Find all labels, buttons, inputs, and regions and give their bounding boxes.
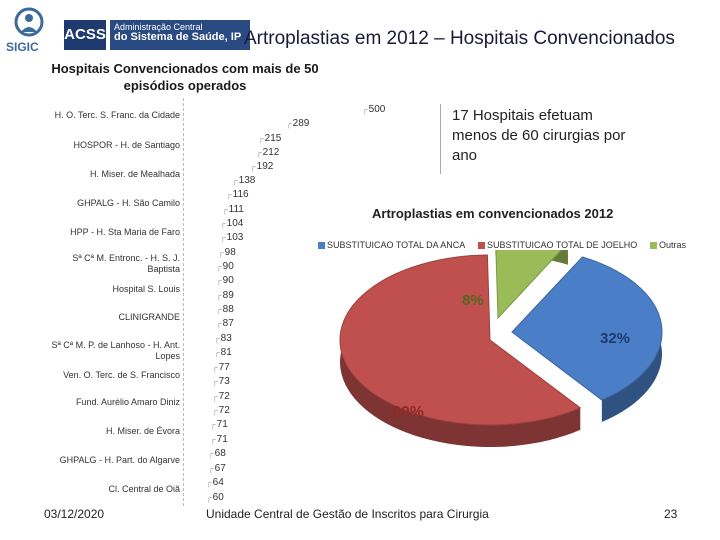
value-label: 90 xyxy=(216,275,234,286)
value-label: 72 xyxy=(212,405,230,416)
legend-swatch xyxy=(478,242,485,250)
hospital-label: H. O. Terc. S. Franc. da Cidade xyxy=(54,110,180,120)
footer-date: 03/12/2020 xyxy=(44,507,105,521)
value-label: 72 xyxy=(212,391,230,402)
value-label: 81 xyxy=(214,347,232,358)
acss-org-name: Administração Central do Sistema de Saúd… xyxy=(110,20,250,50)
hospital-label: Sª Cª M. Entronc. - H. S. J. Baptista xyxy=(72,253,180,274)
value-label: 289 xyxy=(286,118,310,129)
legend-label: SUBSTITUICAO TOTAL DE JOELHO xyxy=(487,240,638,250)
value-label: 116 xyxy=(226,189,249,200)
pie-slice-joelho xyxy=(339,254,582,426)
sigic-logo-icon xyxy=(14,7,44,37)
legend-item-anca: SUBSTITUICAO TOTAL DA ANCA xyxy=(318,240,465,250)
sigic-logo-text: SIGIC xyxy=(6,40,39,54)
hospital-label: GHPALG - H. Part. do Algarve xyxy=(59,455,180,465)
legend-label: Outras xyxy=(659,240,687,250)
hospital-label: Hospital S. Louis xyxy=(112,284,180,294)
hospital-label: Fund. Aurélio Amaro Diniz xyxy=(75,397,180,407)
hospital-label: GHPALG - H. São Camilo xyxy=(77,198,180,208)
value-label: 212 xyxy=(256,147,280,158)
axis-line xyxy=(183,98,184,506)
value-label: 64 xyxy=(206,477,224,488)
header: SIGIC ACSS Administração Central do Sist… xyxy=(0,0,720,62)
value-label: 138 xyxy=(232,175,256,186)
page-title: Artroplastias em 2012 – Hospitais Conven… xyxy=(244,28,675,49)
value-label: 71 xyxy=(210,419,228,430)
chart-title: Artroplastias em convencionados 2012 xyxy=(372,206,614,221)
hospital-label: Sª Cª M. P. de Lanhoso - H. Ant. Lopes xyxy=(51,340,180,361)
pie-slice-outras xyxy=(495,250,562,320)
legend-swatch xyxy=(318,242,325,250)
hospital-label: Ven. O. Terc. de S. Francisco xyxy=(63,370,180,380)
pct-label-outras: 8% xyxy=(462,292,484,309)
value-label: 77 xyxy=(212,362,230,373)
legend-swatch xyxy=(650,242,657,250)
note-bracket xyxy=(440,104,446,174)
value-label: 89 xyxy=(216,290,234,301)
value-label: 67 xyxy=(208,463,226,474)
acss-logo: ACSS xyxy=(64,20,106,50)
value-label: 90 xyxy=(216,261,234,272)
pct-label-joelho: 60% xyxy=(392,404,425,421)
value-label: 88 xyxy=(216,304,234,315)
hospital-label: H. Miser. de Évora xyxy=(105,426,180,436)
pie-slice-joelho-side xyxy=(340,255,581,447)
value-label: 83 xyxy=(214,333,232,344)
value-label: 68 xyxy=(208,448,226,459)
hospital-label: CLINIGRANDE xyxy=(118,312,180,322)
value-label: 192 xyxy=(250,161,274,172)
hospital-label: Cl. Central de Oiã xyxy=(108,484,180,494)
value-label: 73 xyxy=(212,376,230,387)
pie-slice-anca xyxy=(511,256,663,401)
hospital-label: HOSPOR - H. de Santiago xyxy=(73,140,180,150)
pie-chart xyxy=(339,250,663,447)
value-label: 103 xyxy=(220,232,244,243)
pct-label-anca: 32% xyxy=(600,330,631,347)
section-subtitle: Hospitais Convencionados com mais de 50 … xyxy=(51,61,319,93)
note-text: 17 Hospitais efetuam menos de 60 cirurgi… xyxy=(452,107,626,164)
footer-unit: Unidade Central de Gestão de Inscritos p… xyxy=(206,507,489,521)
legend-label: SUBSTITUICAO TOTAL DA ANCA xyxy=(327,240,466,250)
value-label: 215 xyxy=(258,133,282,144)
value-label: 500 xyxy=(362,104,386,115)
value-label: 87 xyxy=(216,318,234,329)
value-label: 104 xyxy=(220,218,244,229)
acss-org-line2: do Sistema de Saúde, IP xyxy=(114,31,242,43)
page-number: 23 xyxy=(664,507,678,521)
hospital-label: H. Miser. de Mealhada xyxy=(89,169,180,179)
legend-item-outras: Outras xyxy=(650,240,686,250)
legend-item-joelho: SUBSTITUICAO TOTAL DE JOELHO xyxy=(478,240,637,250)
value-label: 98 xyxy=(218,247,236,258)
value-label: 60 xyxy=(206,492,224,503)
hospital-label: HPP - H. Sta Maria de Faro xyxy=(70,227,180,237)
acss-org-line1: Administração Central xyxy=(114,22,203,32)
value-label: 71 xyxy=(210,434,228,445)
value-label: 111 xyxy=(222,204,244,215)
